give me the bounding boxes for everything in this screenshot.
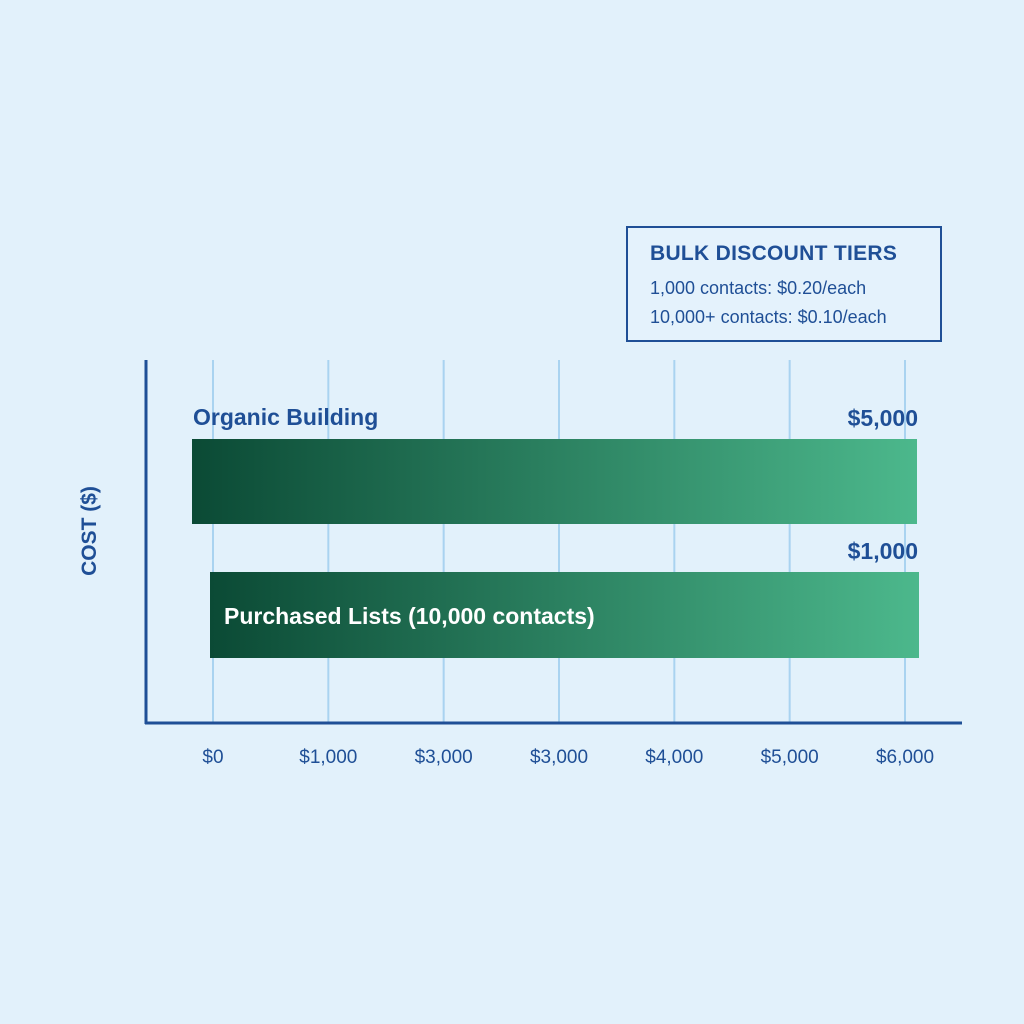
bar-category-label: Purchased Lists (10,000 contacts) xyxy=(224,603,595,629)
x-tick-label: $0 xyxy=(202,747,223,768)
discount-tier-2: 10,000+ contacts: $0.10/each xyxy=(650,307,887,327)
bar-value-label: $1,000 xyxy=(848,538,918,564)
discount-tiers-title: BULK DISCOUNT TIERS xyxy=(650,242,898,265)
x-tick-label: $3,000 xyxy=(530,747,588,768)
bar xyxy=(210,572,919,658)
discount-tiers-box: BULK DISCOUNT TIERS 1,000 contacts: $0.2… xyxy=(626,226,942,342)
x-tick-label: $3,000 xyxy=(415,747,473,768)
x-tick-label: $6,000 xyxy=(876,747,934,768)
discount-tier-1: 1,000 contacts: $0.20/each xyxy=(650,278,867,298)
bar-category-label: Organic Building xyxy=(193,404,378,430)
bar xyxy=(192,439,917,524)
x-tick-label: $4,000 xyxy=(645,747,703,768)
x-tick-label: $5,000 xyxy=(761,747,819,768)
bar-value-label: $5,000 xyxy=(848,405,918,431)
x-tick-label: $1,000 xyxy=(299,747,357,768)
y-axis-title: COST ($) xyxy=(78,486,101,576)
